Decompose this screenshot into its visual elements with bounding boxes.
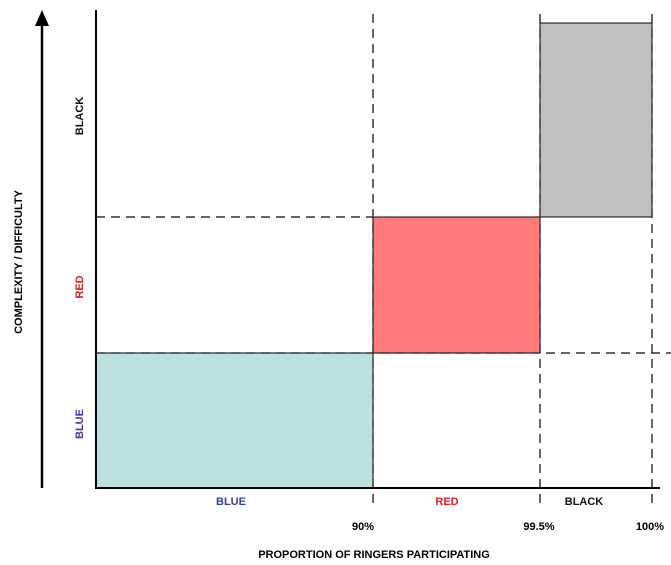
y-level-label-red: RED: [74, 275, 86, 298]
y-axis-title: COMPLEXITY / DIFFICULTY: [13, 189, 25, 333]
x-tick-label-90: 90%: [352, 521, 374, 533]
dashed-guides: [96, 14, 671, 508]
x-band-label-blue: BLUE: [216, 496, 246, 508]
y-level-label-black: BLACK: [74, 97, 86, 136]
x-tick-label-99-5: 99.5%: [523, 521, 554, 533]
y-arrow: [35, 10, 49, 488]
y-level-label-blue: BLUE: [74, 409, 86, 439]
x-band-label-red: RED: [435, 496, 458, 508]
x-band-label-black: BLACK: [565, 496, 604, 508]
x-axis-title: PROPORTION OF RINGERS PARTICIPATING: [258, 549, 490, 561]
black-block: [540, 23, 652, 217]
x-tick-label-100: 100%: [636, 521, 664, 533]
blue-block: [96, 353, 373, 488]
red-block: [373, 217, 540, 353]
